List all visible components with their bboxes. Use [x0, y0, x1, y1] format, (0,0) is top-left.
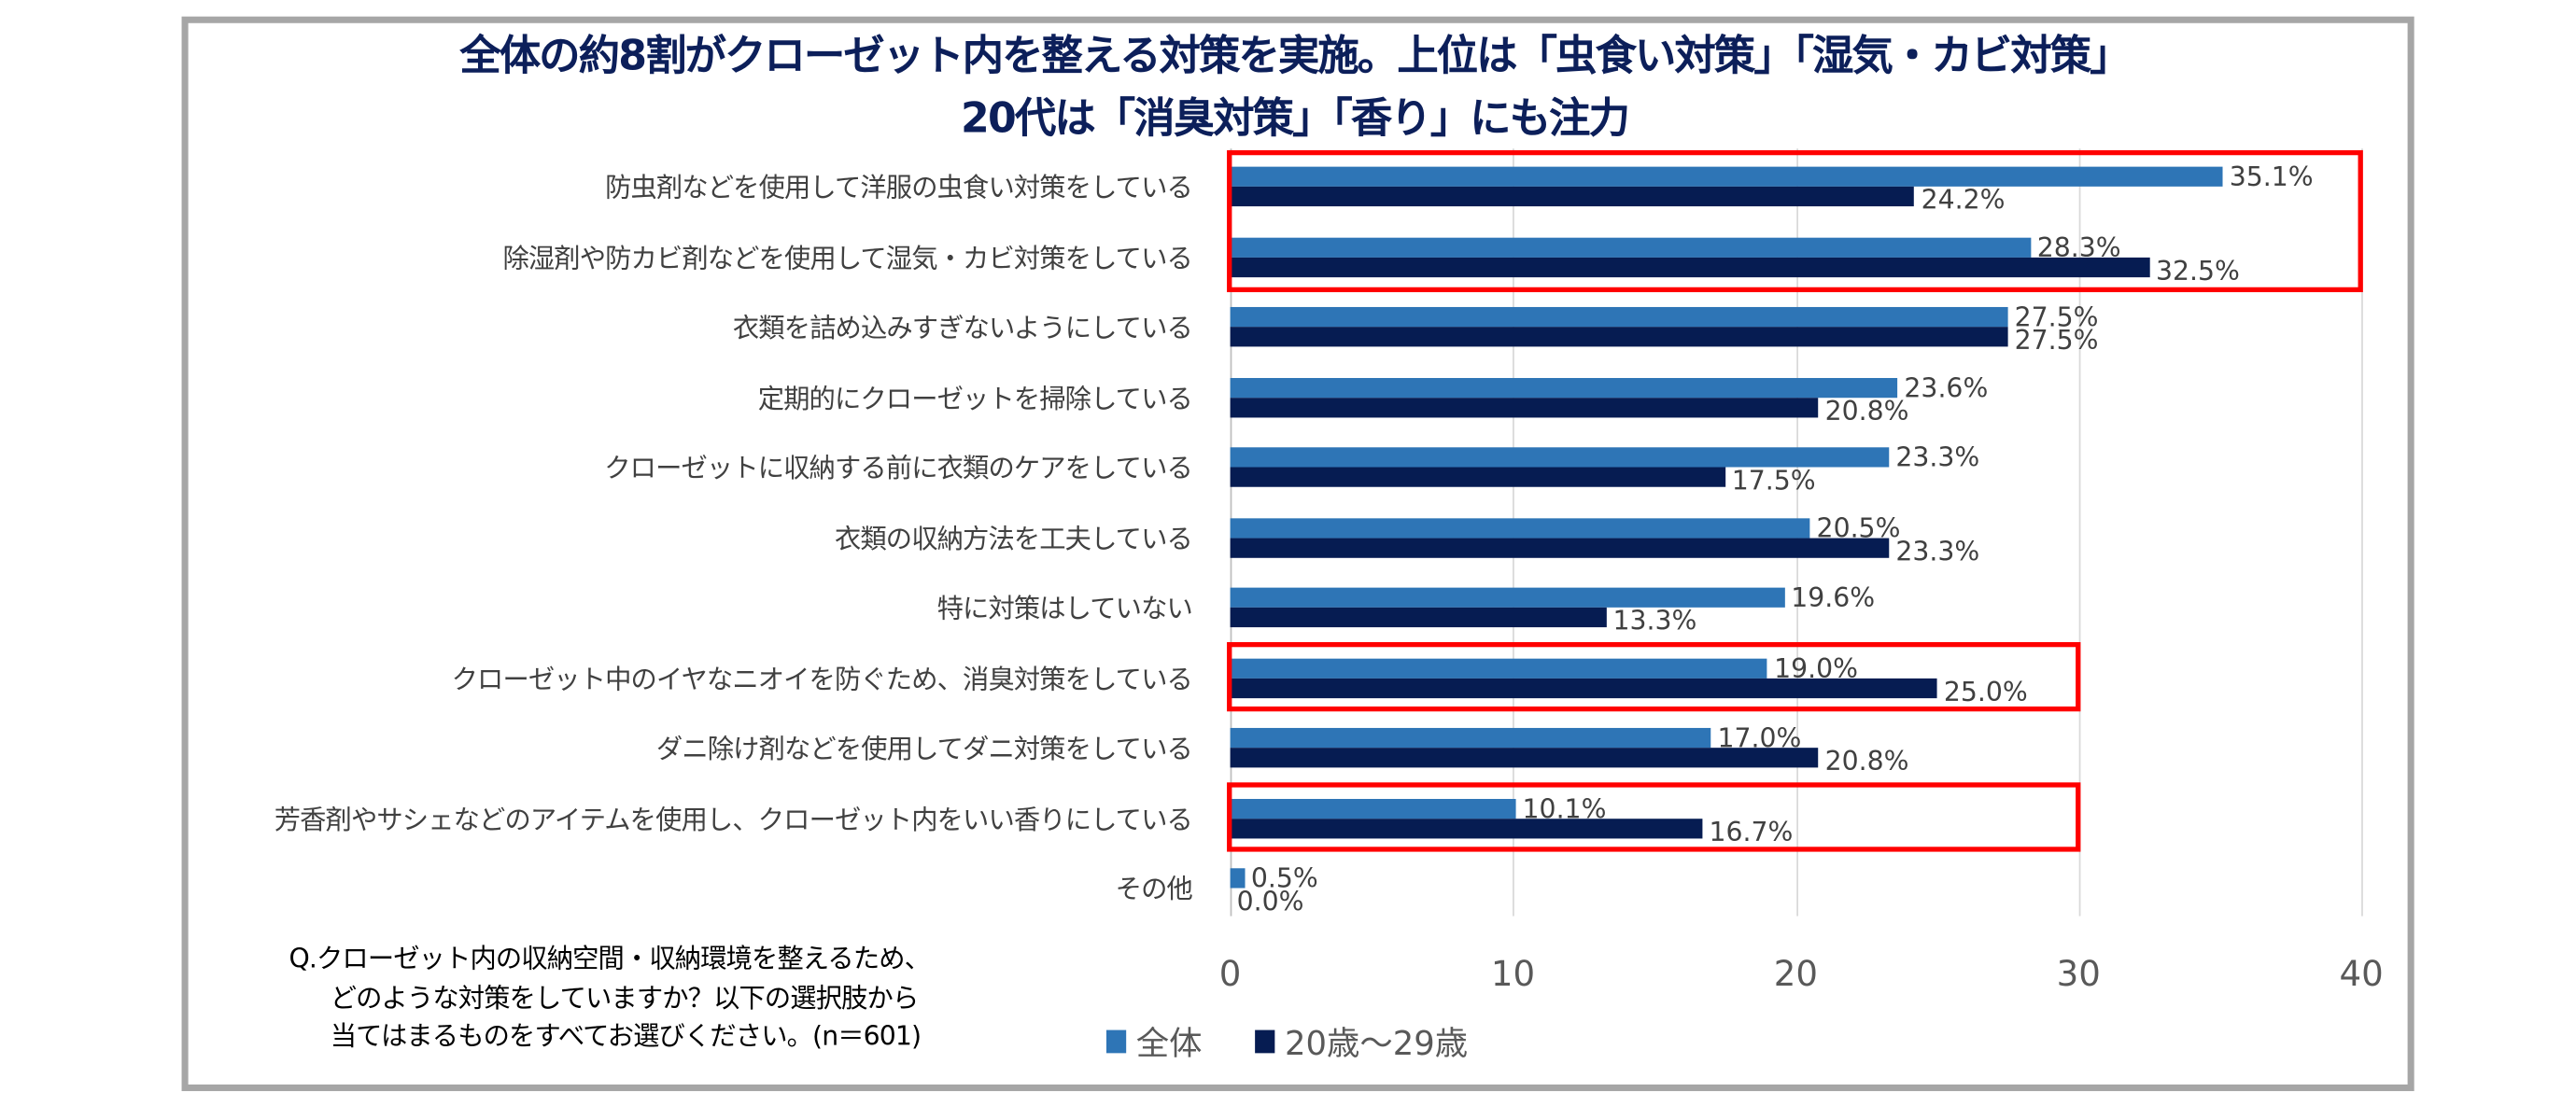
- question-note-line-1: Q.クローゼット内の収納空間・収納環境を整えるため、: [289, 942, 931, 974]
- bar-20s: [1230, 257, 2149, 277]
- data-label-20s: 20.8%: [1824, 394, 1909, 427]
- data-label-20s: 23.3%: [1895, 535, 1980, 567]
- category-label: 衣類の収納方法を工夫している: [834, 522, 1193, 554]
- bar-20s: [1230, 607, 1607, 628]
- data-label-20s: 25.0%: [1943, 675, 2028, 707]
- bar-all: [1230, 727, 1711, 749]
- data-label-20s: 17.5%: [1731, 464, 1816, 497]
- chart-title-line-2: 20代は「消臭対策」「香り」にも注力: [961, 93, 1630, 143]
- category-label: ダニ除け剤などを使用してダニ対策をしている: [655, 733, 1193, 764]
- category-label: クローゼットに収納する前に衣類のケアをしている: [604, 452, 1193, 484]
- highlight-box: [1227, 641, 2080, 711]
- data-label-20s: 32.5%: [2156, 254, 2240, 286]
- data-label-20s: 24.2%: [1921, 184, 2006, 216]
- x-tick-label: 10: [1490, 954, 1536, 994]
- legend-swatch-20s: [1255, 1029, 1275, 1053]
- data-label-all: 23.6%: [1904, 371, 1989, 403]
- x-tick-label: 40: [2339, 954, 2384, 994]
- legend-item-20s: 20歳～29歳: [1255, 1016, 1468, 1064]
- bar-all: [1230, 868, 1245, 889]
- x-tick-label: 0: [1218, 954, 1242, 994]
- x-tick-label: 20: [1773, 954, 1818, 994]
- bar-all: [1230, 798, 1516, 819]
- bar-all: [1230, 377, 1898, 398]
- category-label: その他: [1115, 873, 1193, 905]
- bar-all: [1230, 587, 1785, 608]
- gridline: [2361, 148, 2363, 917]
- bar-all: [1230, 236, 2031, 258]
- data-label-all: 27.5%: [2014, 301, 2099, 333]
- legend-item-all: 全体: [1105, 1016, 1203, 1064]
- bar-20s: [1230, 818, 1703, 838]
- bar-20s: [1230, 748, 1819, 768]
- category-label: 衣類を詰め込みすぎないようにしている: [732, 312, 1193, 343]
- gridline: [2078, 148, 2080, 917]
- bar-all: [1230, 166, 2223, 187]
- legend-swatch-all: [1105, 1029, 1127, 1053]
- data-label-20s: 20.8%: [1824, 745, 1909, 777]
- data-label-20s: 27.5%: [2014, 324, 2099, 357]
- category-label: 除湿剤や防カビ剤などを使用して湿気・カビ対策をしている: [502, 242, 1192, 273]
- legend-label-all: 全体: [1135, 1023, 1203, 1063]
- bar-all: [1230, 306, 2008, 328]
- data-label-all: 0.5%: [1250, 862, 1318, 894]
- question-note-line-2: どのような対策をしていますか？以下の選択肢から: [330, 982, 920, 1014]
- data-label-all: 19.6%: [1791, 581, 1876, 614]
- category-label: クローゼット中のイヤなニオイを防ぐため、消臭対策をしている: [451, 663, 1193, 694]
- legend-label-20s: 20歳～29歳: [1284, 1023, 1469, 1063]
- data-label-20s: 13.3%: [1612, 605, 1697, 637]
- category-label: 芳香剤やサシェなどのアイテムを使用し、クローゼット内をいい香りにしている: [274, 803, 1193, 835]
- category-label: 定期的にクローゼットを掃除している: [757, 382, 1193, 414]
- category-label: 防虫剤などを使用して洋服の虫食い対策をしている: [605, 171, 1193, 203]
- bar-20s: [1230, 537, 1890, 557]
- bar-20s: [1230, 397, 1819, 417]
- category-label: 特に対策はしていない: [936, 592, 1193, 624]
- question-note-line-3: 当てはまるものをすべてお選びください。(n＝601): [330, 1019, 922, 1052]
- bar-20s: [1230, 327, 2008, 347]
- chart-title-line-1: 全体の約8割がクローゼット内を整える対策を実施。上位は「虫食い対策」「湿気・カビ…: [459, 31, 2131, 79]
- data-label-20s: 16.7%: [1709, 815, 1794, 847]
- data-label-20s: 0.0%: [1236, 885, 1304, 917]
- highlight-box: [1227, 149, 2363, 292]
- data-label-all: 23.3%: [1895, 441, 1980, 473]
- bar-20s: [1230, 678, 1937, 698]
- bar-all: [1230, 447, 1890, 468]
- bar-all: [1230, 517, 1810, 538]
- bar-20s: [1230, 186, 1915, 207]
- highlight-box: [1227, 781, 2080, 851]
- bar-20s: [1230, 467, 1725, 487]
- data-label-all: 35.1%: [2229, 161, 2314, 193]
- bar-all: [1230, 657, 1768, 679]
- x-tick-label: 30: [2056, 954, 2101, 994]
- chart-frame: [181, 16, 2414, 1092]
